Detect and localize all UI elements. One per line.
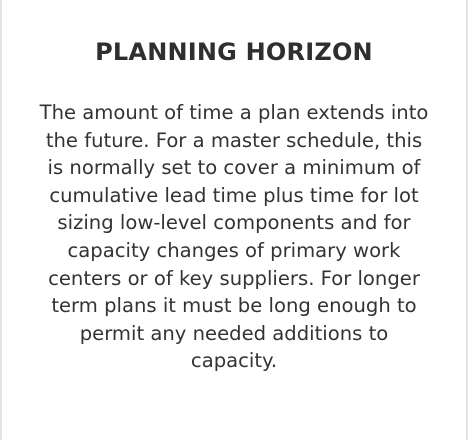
term-definition: The amount of time a plan extends into t… [39, 101, 429, 373]
term-title: PLANNING HORIZON [95, 38, 373, 66]
card-right-border [466, 0, 468, 440]
card-left-border [0, 0, 2, 440]
